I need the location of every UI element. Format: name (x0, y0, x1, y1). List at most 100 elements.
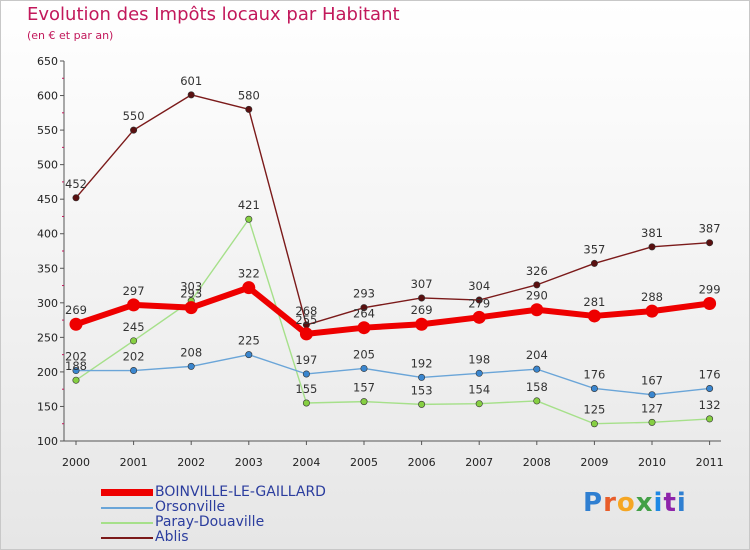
data-label-paray-douaville: 153 (411, 383, 433, 397)
data-label-boinville-le-gaillard: 269 (65, 303, 87, 317)
logo-letter: i (676, 488, 687, 518)
x-tick-label: 2007 (465, 456, 493, 469)
data-label-ablis: 381 (641, 226, 663, 240)
legend-label: BOINVILLE-LE-GAILLARD (155, 484, 326, 500)
data-point-ablis (418, 294, 426, 302)
data-point-paray-douaville (706, 415, 714, 423)
data-point-ablis (648, 243, 656, 251)
data-point-paray-douaville (648, 418, 656, 426)
data-point-ablis (245, 105, 253, 113)
data-point-orsonville (72, 367, 80, 375)
x-tick-label: 2010 (638, 456, 666, 469)
data-point-ablis (706, 239, 714, 247)
data-label-orsonville: 202 (123, 350, 145, 364)
y-tick-label: 250 (37, 331, 58, 344)
data-point-boinville-le-gaillard (184, 301, 198, 315)
data-point-boinville-le-gaillard (415, 317, 429, 331)
legend-swatch (101, 522, 153, 524)
data-point-ablis (533, 281, 541, 289)
data-point-ablis (187, 91, 195, 99)
chart-title: Evolution des Impôts locaux par Habitant (27, 4, 400, 25)
data-point-boinville-le-gaillard (357, 321, 371, 335)
legend-label: Ablis (155, 529, 189, 545)
x-tick-label: 2004 (292, 456, 320, 469)
logo-letter: o (616, 488, 636, 518)
legend-swatch (101, 507, 153, 509)
data-point-boinville-le-gaillard (299, 327, 313, 341)
data-point-orsonville (648, 391, 656, 399)
data-point-orsonville (706, 384, 714, 392)
data-label-boinville-le-gaillard: 255 (295, 313, 317, 327)
data-point-paray-douaville (245, 215, 253, 223)
legend-swatch (101, 537, 153, 539)
y-tick-label: 150 (37, 400, 58, 413)
series-line-paray-douaville (75, 218, 710, 425)
data-point-paray-douaville (360, 398, 368, 406)
data-label-orsonville: 198 (468, 352, 490, 366)
x-tick-label: 2011 (696, 456, 724, 469)
data-label-paray-douaville: 154 (468, 383, 490, 397)
series-line-orsonville (76, 353, 710, 396)
data-label-paray-douaville: 155 (295, 382, 317, 396)
legend-item: BOINVILLE-LE-GAILLARD (101, 485, 361, 500)
data-label-ablis: 601 (180, 74, 202, 88)
data-label-boinville-le-gaillard: 322 (238, 267, 260, 281)
x-tick-label: 2005 (350, 456, 378, 469)
data-point-paray-douaville (475, 400, 483, 408)
data-point-orsonville (187, 362, 195, 370)
logo-letter: i (653, 488, 664, 518)
data-point-boinville-le-gaillard (530, 303, 544, 317)
data-label-boinville-le-gaillard: 290 (526, 289, 548, 303)
y-tick-label: 200 (37, 366, 58, 379)
data-label-paray-douaville: 245 (123, 320, 145, 334)
y-tick-label: 300 (37, 297, 58, 310)
data-label-orsonville: 208 (180, 345, 202, 359)
data-point-paray-douaville (72, 376, 80, 384)
legend-label: Orsonville (155, 499, 226, 515)
data-label-paray-douaville: 125 (583, 403, 605, 417)
data-label-boinville-le-gaillard: 264 (353, 307, 375, 321)
data-point-boinville-le-gaillard (587, 309, 601, 323)
legend-item: Paray-Douaville (101, 515, 361, 530)
line-chart: 100 150 200 250 300 350 400 450 500 550 600 650 2000… (37, 55, 724, 469)
data-point-ablis (130, 126, 138, 134)
data-point-orsonville (130, 367, 138, 375)
data-label-boinville-le-gaillard: 269 (411, 303, 433, 317)
data-point-ablis (475, 296, 483, 304)
data-point-boinville-le-gaillard (645, 304, 659, 318)
data-label-boinville-le-gaillard: 293 (180, 287, 202, 301)
data-label-paray-douaville: 127 (641, 401, 663, 415)
data-point-orsonville (533, 365, 541, 373)
data-point-paray-douaville (130, 337, 138, 345)
y-tick-label: 550 (37, 124, 58, 137)
data-label-orsonville: 204 (526, 348, 548, 362)
y-tick-label: 100 (37, 435, 58, 448)
x-tick-label: 2002 (177, 456, 205, 469)
logo-letter: x (635, 488, 654, 518)
data-point-ablis (360, 304, 368, 312)
data-label-orsonville: 176 (583, 367, 605, 381)
logo-letter: t (663, 488, 677, 518)
legend-item: Orsonville (101, 500, 361, 515)
legend: BOINVILLE-LE-GAILLARD Orsonville Paray-Dou… (101, 485, 361, 545)
data-point-orsonville (302, 370, 310, 378)
data-label-orsonville: 192 (411, 356, 433, 370)
data-label-ablis: 580 (238, 88, 260, 102)
x-tick-label: 2009 (580, 456, 608, 469)
data-label-ablis: 326 (526, 264, 548, 278)
data-point-paray-douaville (418, 400, 426, 408)
data-point-orsonville (360, 364, 368, 372)
data-label-orsonville: 167 (641, 374, 663, 388)
data-point-boinville-le-gaillard (127, 298, 141, 312)
x-tick-label: 2003 (235, 456, 263, 469)
data-label-ablis: 387 (699, 222, 721, 236)
data-label-boinville-le-gaillard: 288 (641, 290, 663, 304)
data-label-orsonville: 197 (295, 353, 317, 367)
data-point-boinville-le-gaillard (472, 310, 486, 324)
y-tick-label: 500 (37, 159, 58, 172)
x-tick-label: 2008 (523, 456, 551, 469)
legend-item: Ablis (101, 530, 361, 545)
data-point-boinville-le-gaillard (69, 317, 83, 331)
legend-swatch (101, 489, 153, 496)
data-point-orsonville (418, 373, 426, 381)
